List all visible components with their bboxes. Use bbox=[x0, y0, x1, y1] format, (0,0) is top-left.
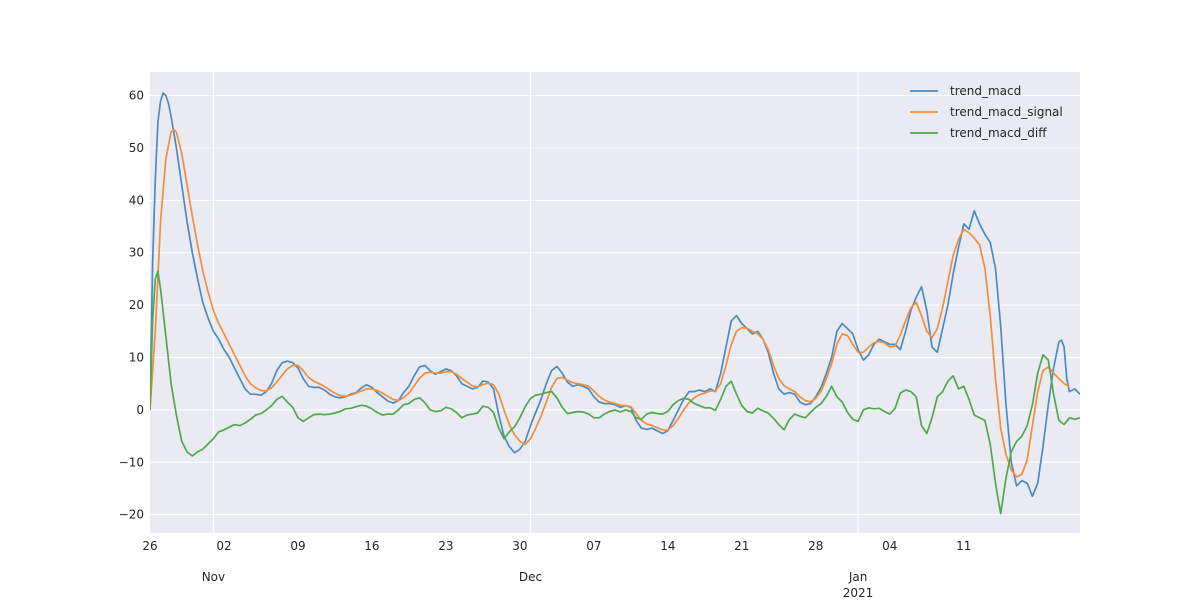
y-tick-label: −20 bbox=[119, 508, 144, 522]
y-tick-label: 10 bbox=[129, 351, 144, 365]
y-tick-label: 50 bbox=[129, 141, 144, 155]
x-major-tick-label: Nov bbox=[202, 570, 225, 584]
x-tick-label: 16 bbox=[364, 539, 379, 553]
y-tick-label: 0 bbox=[136, 403, 144, 417]
gridlines bbox=[150, 72, 1080, 533]
series-line-trend_macd_diff bbox=[150, 270, 1080, 515]
y-tick-label: −10 bbox=[119, 455, 144, 469]
x-tick-label: 23 bbox=[438, 539, 453, 553]
legend-label-trend_macd_signal: trend_macd_signal bbox=[950, 105, 1063, 119]
x-tick-label: 28 bbox=[808, 539, 823, 553]
legend-label-trend_macd_diff: trend_macd_diff bbox=[950, 126, 1047, 140]
x-axis-ticks: 26 02 09 16 23 30 07 14 21 28 04 11 Nov Dec Jan 2021 bbox=[142, 539, 971, 600]
y-tick-label: 60 bbox=[129, 89, 144, 103]
x-major-tick-label: Dec bbox=[519, 570, 542, 584]
plot-area bbox=[150, 72, 1080, 533]
legend: trend_macd trend_macd_signal trend_macd_di… bbox=[910, 84, 1063, 140]
y-tick-label: 30 bbox=[129, 246, 144, 260]
legend-label-trend_macd: trend_macd bbox=[950, 84, 1021, 98]
x-tick-label: 07 bbox=[586, 539, 601, 553]
series-lines bbox=[150, 92, 1080, 515]
x-major-tick-sublabel: 2021 bbox=[843, 586, 874, 600]
x-major-tick-label: Jan bbox=[848, 570, 868, 584]
x-tick-label: 26 bbox=[142, 539, 157, 553]
y-tick-label: 20 bbox=[129, 298, 144, 312]
x-tick-label: 02 bbox=[216, 539, 231, 553]
series-line-trend_macd_signal bbox=[150, 128, 1070, 478]
x-tick-label: 30 bbox=[512, 539, 527, 553]
x-tick-label: 11 bbox=[956, 539, 971, 553]
x-tick-label: 14 bbox=[660, 539, 675, 553]
x-tick-label: 09 bbox=[290, 539, 305, 553]
x-tick-label: 04 bbox=[882, 539, 897, 553]
y-axis-ticks: −20 −10 0 10 20 30 40 50 60 bbox=[119, 89, 144, 522]
x-tick-label: 21 bbox=[734, 539, 749, 553]
y-tick-label: 40 bbox=[129, 193, 144, 207]
